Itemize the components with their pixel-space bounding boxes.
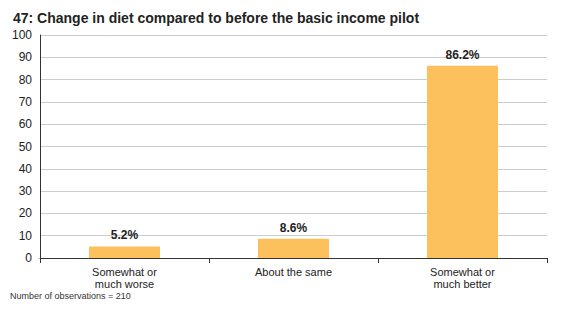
- svg-text:60: 60: [19, 117, 33, 131]
- svg-text:47: Change in diet compared to: 47: Change in diet compared to before th…: [13, 10, 419, 26]
- svg-text:70: 70: [19, 95, 33, 109]
- svg-text:Somewhat or: Somewhat or: [430, 266, 495, 278]
- svg-text:40: 40: [19, 162, 33, 176]
- svg-text:90: 90: [19, 50, 33, 64]
- svg-text:much worse: much worse: [95, 278, 154, 290]
- svg-text:86.2%: 86.2%: [445, 48, 479, 62]
- svg-text:About the same: About the same: [255, 266, 332, 278]
- svg-text:Number of observations = 210: Number of observations = 210: [10, 291, 131, 301]
- svg-text:50: 50: [19, 140, 33, 154]
- svg-text:8.6%: 8.6%: [280, 221, 308, 235]
- svg-text:Somewhat or: Somewhat or: [92, 266, 157, 278]
- svg-text:5.2%: 5.2%: [111, 228, 139, 242]
- svg-text:100: 100: [12, 28, 32, 42]
- svg-text:80: 80: [19, 73, 33, 87]
- svg-text:10: 10: [19, 229, 33, 243]
- svg-text:0: 0: [25, 251, 32, 265]
- svg-text:much better: much better: [433, 278, 491, 290]
- svg-text:20: 20: [19, 206, 33, 220]
- svg-text:30: 30: [19, 184, 33, 198]
